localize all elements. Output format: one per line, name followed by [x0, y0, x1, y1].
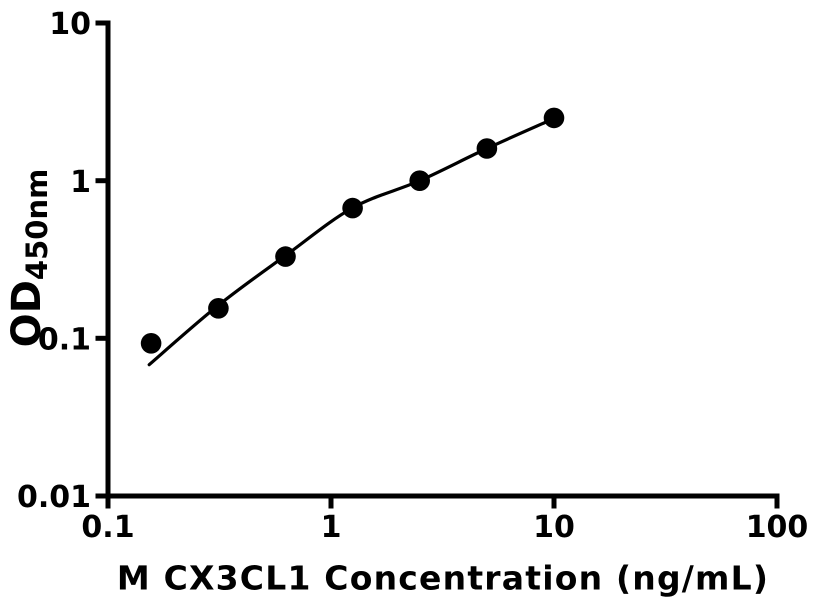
- x-axis-title: M CX3CL1 Concentration (ng/mL): [116, 558, 770, 598]
- x-tick-label: 1: [321, 510, 342, 545]
- y-tick-label: 10: [49, 7, 91, 42]
- x-tick-label: 0.1: [81, 510, 134, 545]
- x-tick-label: 100: [746, 510, 809, 545]
- axis-spines: [105, 20, 780, 499]
- data-point: [208, 298, 229, 319]
- data-point: [140, 333, 162, 354]
- y-tick-label: 0.1: [38, 322, 91, 357]
- y-axis-title-subscript: 450nm: [20, 168, 54, 281]
- data-point: [543, 107, 565, 129]
- data-point: [476, 138, 498, 159]
- data-point: [275, 246, 296, 267]
- data-point: [342, 197, 363, 219]
- y-tick-label: 0.01: [17, 480, 91, 515]
- x-tick-label: 10: [533, 510, 575, 545]
- data-point: [409, 170, 431, 191]
- y-tick-label: 1: [70, 165, 91, 200]
- y-axis-title-main: OD: [4, 280, 50, 348]
- y-axis-title: OD450nm: [4, 169, 54, 348]
